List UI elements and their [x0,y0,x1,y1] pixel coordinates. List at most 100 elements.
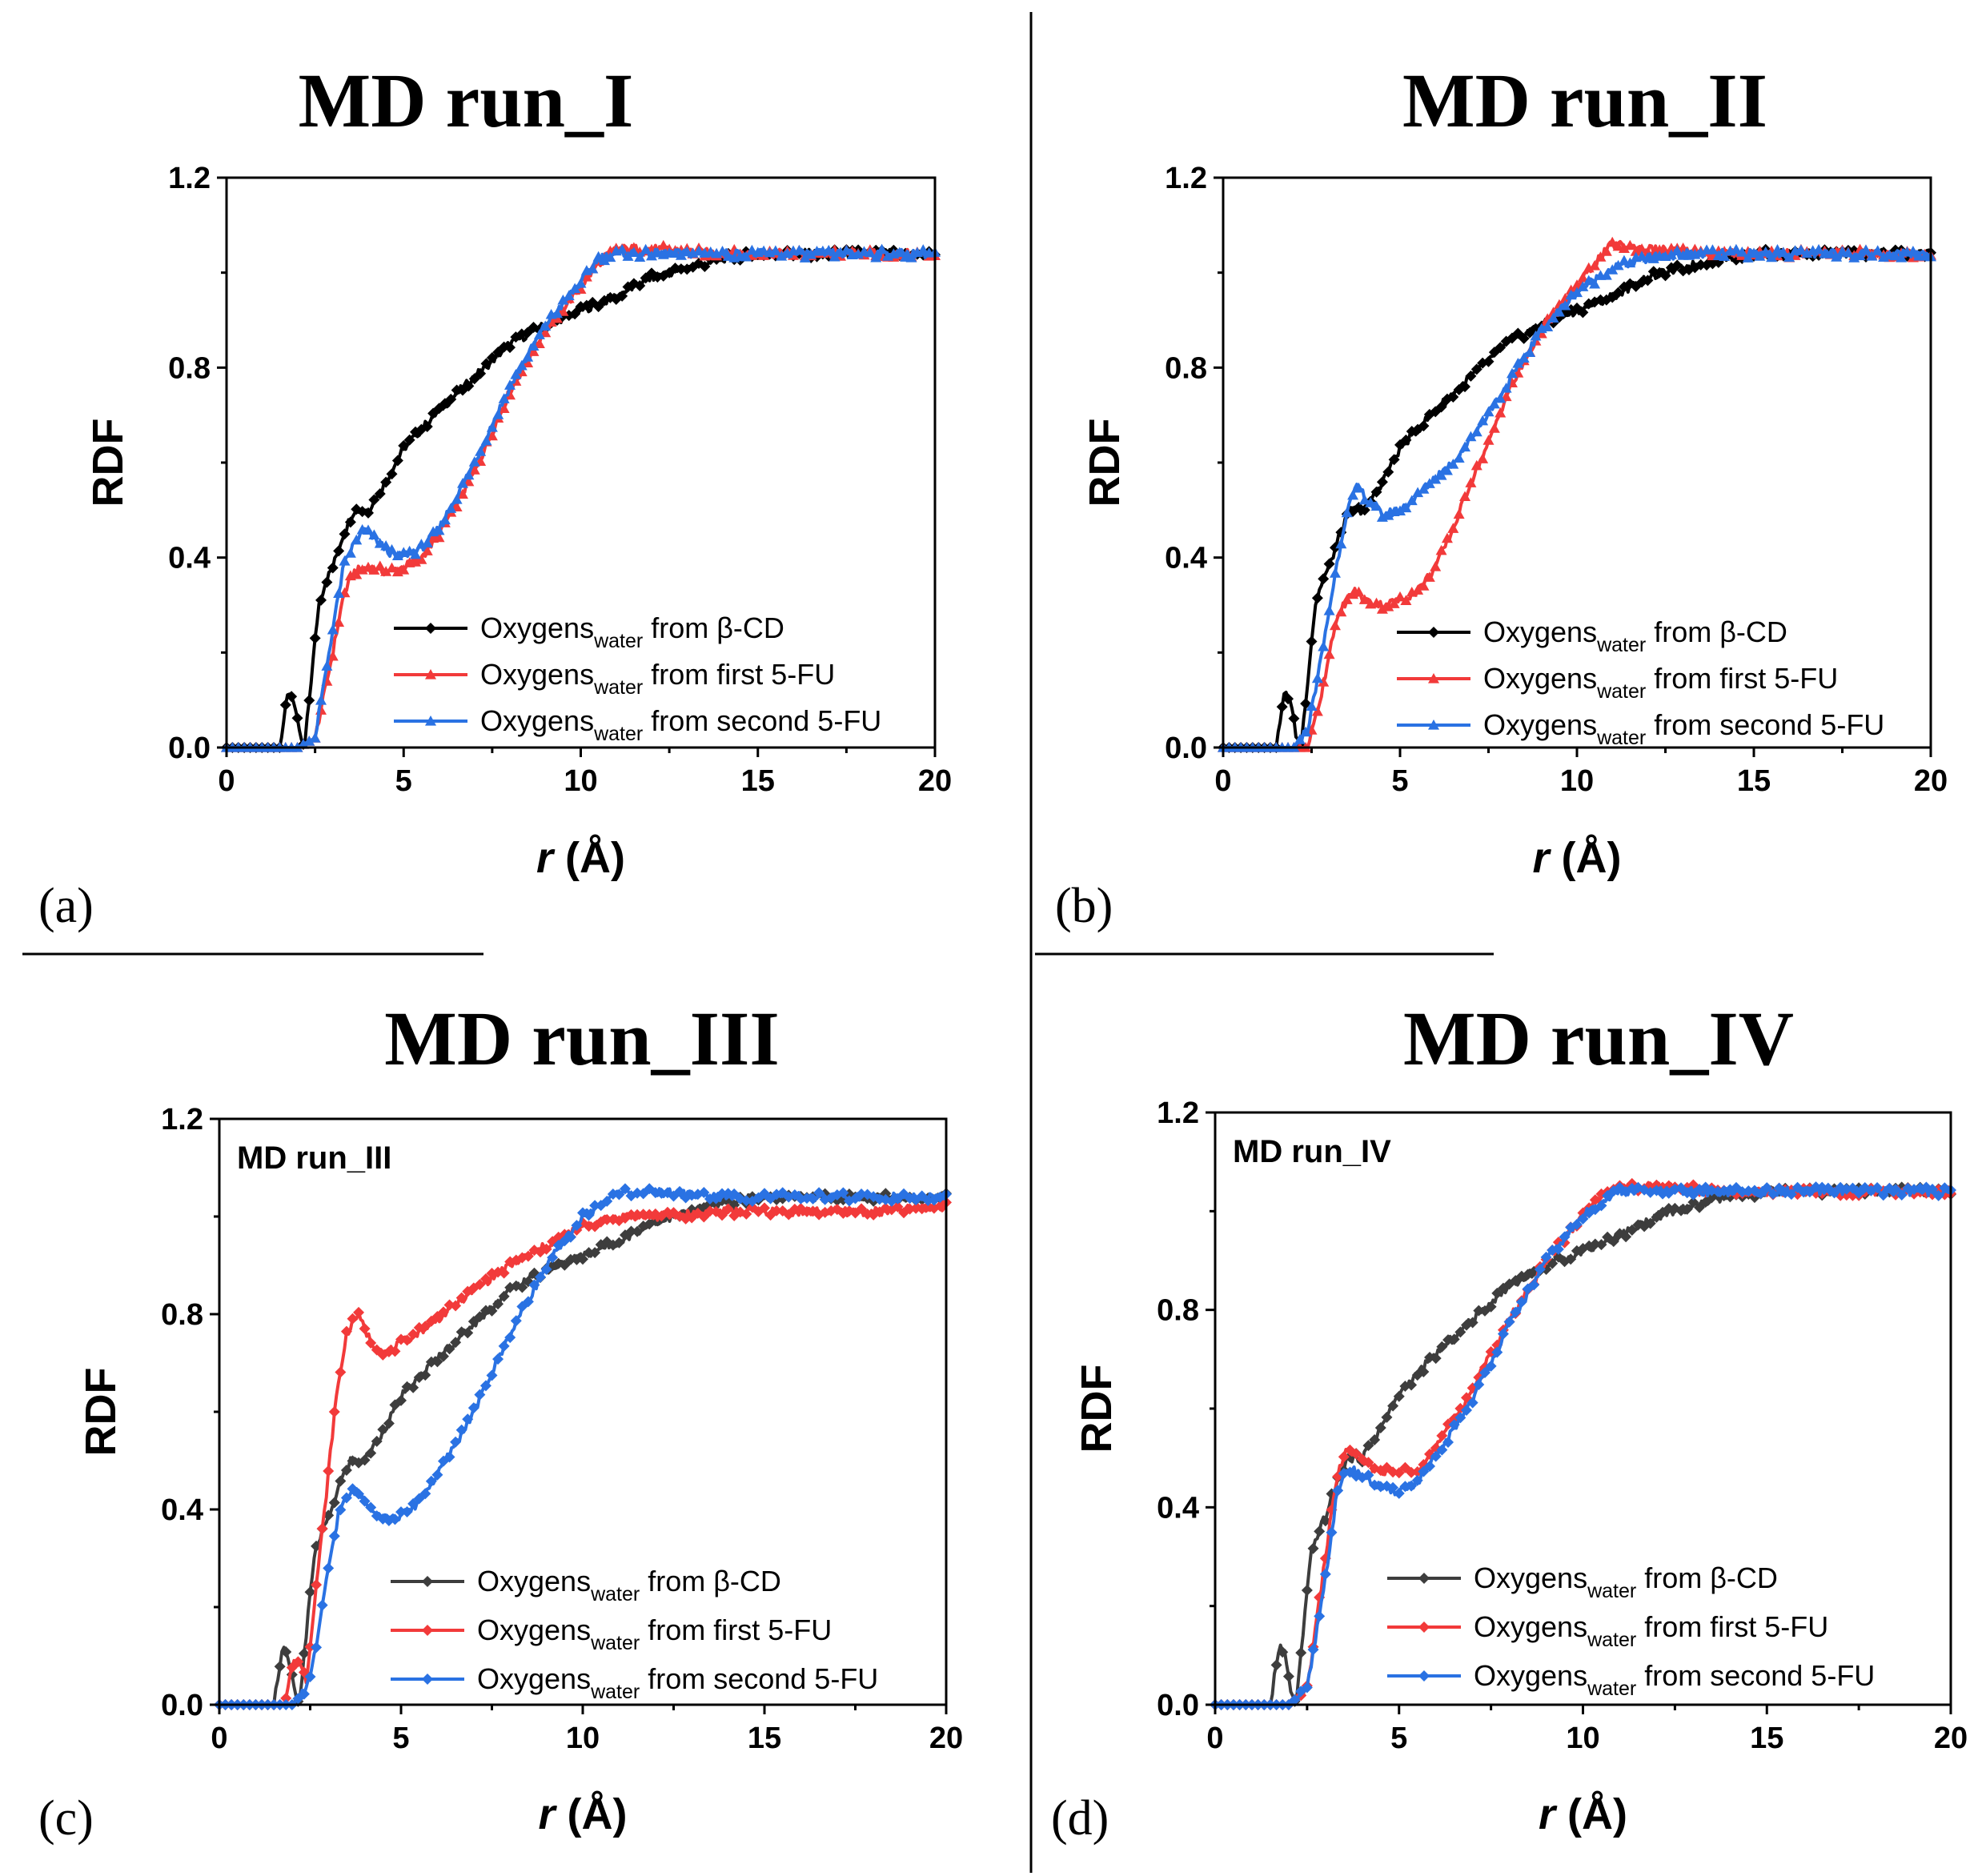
data-point [1528,1279,1540,1291]
data-point [309,632,321,644]
data-point [437,1350,449,1362]
data-point [1341,507,1353,518]
data-point [1612,287,1624,299]
data-point [1460,1405,1472,1417]
data-point [1365,497,1377,507]
x-axis-unit: (Å) [553,834,625,882]
legend-entry: Oxygenswater from β-CD [1483,615,1787,656]
data-point [1766,251,1778,263]
legend-suffix: from β-CD [640,1565,781,1597]
data-point [463,469,475,480]
data-point [377,1424,389,1436]
data-point [391,455,403,467]
data-point [363,507,374,519]
data-point [457,488,468,499]
data-point [391,550,403,561]
data-point [1854,250,1866,261]
data-point [1381,1411,1393,1423]
data-point [1659,270,1671,282]
data-point [516,359,528,371]
legend-suffix: from first 5-FU [643,658,835,691]
data-point [1369,1434,1381,1446]
data-point [1314,1525,1326,1537]
data-point [1877,1189,1889,1201]
data-point [1453,508,1465,519]
data-point [1642,275,1654,287]
data-point [625,1209,637,1221]
data-point [274,1661,286,1673]
legend-suffix: from first 5-FU [640,1613,832,1646]
data-point [569,308,581,320]
data-point [698,1211,710,1223]
data-point [1754,251,1766,261]
data-point [1681,1203,1693,1215]
data-point [363,561,374,572]
data-point [1831,251,1843,262]
data-point [1406,1480,1418,1492]
data-point [437,1306,449,1318]
data-point [1595,1239,1607,1251]
x-tick-label: 5 [392,1722,409,1755]
data-point [474,1279,486,1291]
data-point [1577,307,1589,319]
data-point [675,263,687,275]
data-point [1335,606,1347,617]
data-point [1470,426,1482,437]
data-point [807,1193,819,1205]
data-point [1547,312,1559,323]
data-point [1323,648,1335,659]
data-point [443,1451,455,1463]
legend-entry: Oxygenswater from first 5-FU [480,658,835,699]
data-point [1748,247,1759,258]
data-point [1612,240,1624,251]
x-axis-variable: r [1539,1790,1558,1838]
legend-marker [1428,627,1439,638]
data-point [1687,1197,1699,1209]
data-point [776,251,788,261]
data-point [1719,251,1731,261]
data-point [1853,1187,1865,1199]
data-point [433,531,445,543]
data-point [368,529,380,540]
data-point [339,528,351,540]
data-point [1495,407,1507,418]
y-axis-label: RDF [84,419,132,507]
data-point [498,403,510,414]
data-point [589,1247,601,1259]
data-point [451,494,463,504]
y-tick-label: 0.8 [168,351,211,385]
x-axis-label: r (Å) [536,834,625,882]
data-point [592,301,604,313]
data-point [333,545,345,557]
data-point [661,1206,673,1218]
data-point [1500,383,1512,393]
data-point [1927,1183,1939,1195]
data-point [634,279,646,291]
data-point [328,1497,340,1509]
data-point [433,524,445,535]
data-point [1311,592,1323,604]
data-point [415,554,427,564]
data-point [1482,435,1495,445]
data-point [333,587,345,598]
data-point [401,1506,413,1518]
data-point [1447,391,1459,403]
data-point [328,1530,340,1542]
data-point [340,1325,352,1337]
data-point [316,1599,328,1611]
data-point [359,1454,371,1466]
data-point [1687,1189,1699,1201]
data-point [1695,259,1707,271]
legend-name: Oxygens [477,1662,591,1695]
data-point [486,422,498,432]
data-point [632,1209,644,1221]
data-point [722,1203,734,1215]
legend-entry: Oxygenswater from β-CD [477,1565,781,1605]
data-point [368,564,380,575]
data-point [455,1424,467,1436]
data-point [1730,243,1742,255]
legend-marker [425,623,436,634]
data-point [1454,1412,1466,1424]
